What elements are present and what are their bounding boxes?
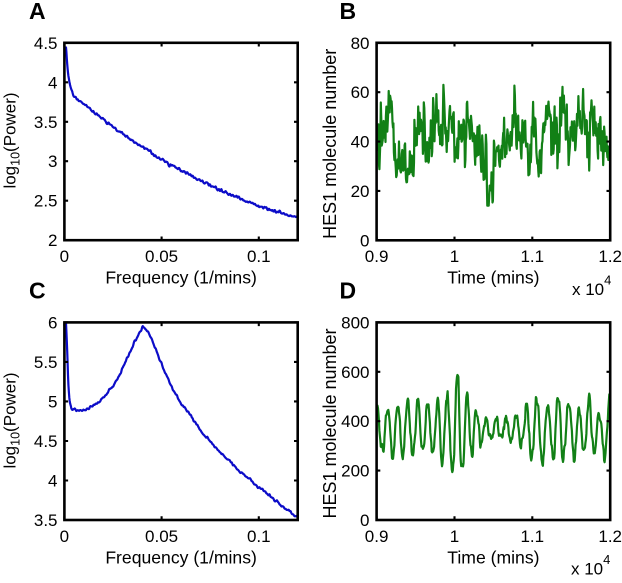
svg-text:0: 0: [360, 231, 369, 250]
svg-text:1.2: 1.2: [598, 247, 622, 266]
svg-text:3: 3: [48, 152, 57, 171]
svg-text:B: B: [340, 0, 357, 24]
svg-text:2.5: 2.5: [34, 192, 58, 211]
svg-text:HES1 molecule number: HES1 molecule number: [320, 49, 340, 239]
svg-text:1.2: 1.2: [598, 527, 622, 546]
svg-text:40: 40: [351, 133, 370, 152]
svg-text:0.05: 0.05: [145, 527, 178, 546]
svg-text:Time (mins): Time (mins): [447, 548, 539, 568]
svg-text:Frequency (1/mins): Frequency (1/mins): [105, 548, 257, 568]
svg-text:D: D: [340, 278, 357, 304]
svg-text:0.05: 0.05: [145, 247, 178, 266]
svg-text:0: 0: [60, 527, 69, 546]
svg-text:3.5: 3.5: [34, 113, 58, 132]
svg-text:1.1: 1.1: [520, 527, 544, 546]
svg-text:1.1: 1.1: [520, 247, 544, 266]
svg-text:4.5: 4.5: [34, 432, 58, 451]
svg-text:6: 6: [48, 313, 57, 332]
svg-text:0: 0: [360, 511, 369, 530]
svg-text:A: A: [29, 0, 46, 24]
svg-text:1: 1: [450, 247, 459, 266]
svg-text:4: 4: [48, 472, 57, 491]
svg-text:0.9: 0.9: [365, 527, 389, 546]
svg-text:5.5: 5.5: [34, 353, 58, 372]
svg-text:0: 0: [60, 247, 69, 266]
svg-text:2: 2: [48, 231, 57, 250]
svg-text:log10(Power): log10(Power): [1, 92, 23, 188]
svg-text:0.1: 0.1: [247, 247, 271, 266]
svg-text:80: 80: [351, 34, 370, 53]
svg-text:4.5: 4.5: [34, 34, 58, 53]
svg-text:0.1: 0.1: [247, 527, 271, 546]
svg-text:20: 20: [351, 182, 370, 201]
svg-text:C: C: [29, 278, 46, 304]
svg-text:5: 5: [48, 392, 57, 411]
svg-text:HES1 molecule number: HES1 molecule number: [320, 328, 340, 518]
svg-text:log10(Power): log10(Power): [1, 372, 23, 468]
svg-text:Time (mins): Time (mins): [447, 268, 539, 288]
svg-text:400: 400: [341, 412, 369, 431]
svg-text:60: 60: [351, 83, 370, 102]
svg-text:600: 600: [341, 363, 369, 382]
svg-text:Frequency (1/mins): Frequency (1/mins): [105, 268, 257, 288]
svg-text:0.9: 0.9: [365, 247, 389, 266]
svg-text:200: 200: [341, 462, 369, 481]
svg-text:1: 1: [450, 527, 459, 546]
svg-text:800: 800: [341, 313, 369, 332]
svg-text:4: 4: [48, 73, 57, 92]
svg-text:3.5: 3.5: [34, 511, 58, 530]
